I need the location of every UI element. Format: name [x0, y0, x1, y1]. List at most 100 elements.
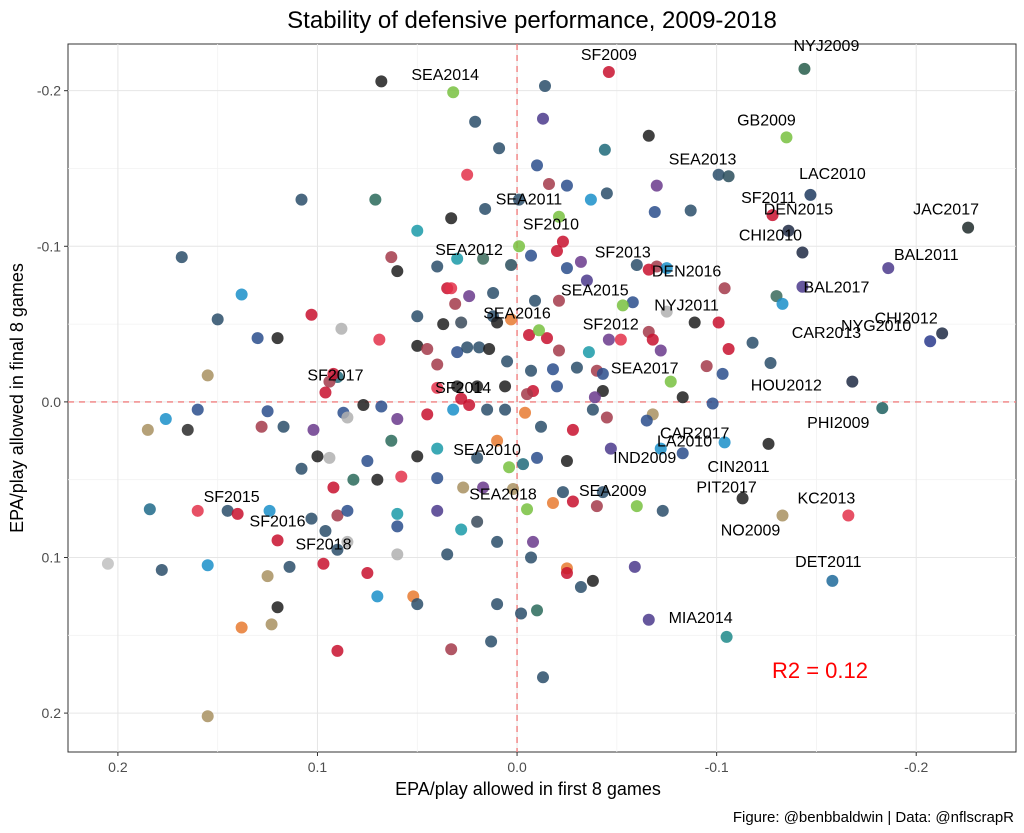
data-point	[155, 563, 168, 576]
labeled-data-point	[780, 131, 793, 144]
point-label: SEA2016	[483, 305, 551, 322]
data-point	[712, 168, 725, 181]
point-label: JAC2017	[913, 202, 979, 219]
data-point	[473, 341, 486, 354]
x-tick-label: -0.1	[705, 759, 729, 775]
data-point	[371, 590, 384, 603]
data-point	[449, 297, 462, 310]
data-point	[596, 367, 609, 380]
data-point	[648, 206, 661, 219]
data-point	[295, 193, 308, 206]
labeled-data-point	[718, 436, 731, 449]
point-label: NYG2010	[841, 318, 911, 335]
point-label: SEA2017	[611, 361, 679, 378]
data-point	[479, 202, 492, 215]
point-label: SF2010	[523, 217, 579, 234]
data-point	[391, 265, 404, 278]
data-point	[525, 364, 538, 377]
data-point	[640, 414, 653, 427]
data-point	[181, 423, 194, 436]
labeled-data-point	[602, 66, 615, 79]
data-point	[614, 333, 627, 346]
data-point	[523, 328, 536, 341]
point-label: BAL2017	[804, 280, 870, 297]
axis-ticks: 0.2 0.1 0.0 -0.1 -0.2 -0.2 -0.1 0.0 0.1 0.2	[37, 83, 929, 775]
point-label: SEA2012	[435, 242, 503, 259]
data-point	[722, 342, 735, 355]
data-point	[542, 178, 555, 191]
data-point	[391, 507, 404, 520]
data-point	[656, 504, 669, 517]
labeled-data-point	[317, 557, 330, 570]
point-label: CAR2017	[660, 426, 729, 443]
data-point	[546, 497, 559, 510]
chart-title: Stability of defensive performance, 2009…	[287, 7, 777, 34]
data-point	[560, 179, 573, 192]
data-point	[566, 423, 579, 436]
labeled-data-point	[736, 492, 749, 505]
point-label: SEA2009	[579, 483, 647, 500]
data-point	[305, 512, 318, 525]
data-point	[487, 286, 500, 299]
data-point	[535, 420, 548, 433]
data-point	[437, 318, 450, 331]
labeled-data-point	[654, 442, 667, 455]
y-tick-label: -0.1	[37, 238, 61, 254]
data-point	[574, 255, 587, 268]
data-point	[483, 342, 496, 355]
data-point	[491, 434, 504, 447]
data-point	[481, 403, 494, 416]
data-point	[538, 80, 551, 93]
y-tick-label: -0.2	[37, 83, 61, 99]
point-label: SF2009	[581, 47, 637, 64]
data-point	[604, 442, 617, 455]
labeled-data-point	[616, 299, 629, 312]
data-point	[451, 346, 464, 359]
data-point	[221, 504, 234, 517]
y-tick-label: 0.1	[42, 549, 62, 565]
labeled-data-point	[876, 402, 889, 415]
data-point	[277, 420, 290, 433]
data-point	[642, 613, 655, 626]
data-point	[602, 333, 615, 346]
data-point	[431, 381, 444, 394]
data-point	[560, 567, 573, 580]
data-point	[263, 504, 276, 517]
data-point	[660, 305, 673, 318]
data-point	[471, 515, 484, 528]
data-point	[445, 212, 458, 225]
point-labels: SF2009 NYJ2009 SEA2014 GB2009 SEA2013 LAC2010…	[204, 38, 979, 627]
point-label: LA2010	[657, 433, 712, 450]
data-point	[536, 671, 549, 684]
data-point	[491, 535, 504, 548]
labeled-data-point	[463, 399, 476, 412]
data-point	[499, 380, 512, 393]
data-point	[566, 495, 579, 508]
data-point	[654, 344, 667, 357]
data-point	[331, 509, 344, 522]
data-point	[515, 607, 528, 620]
data-point	[505, 313, 518, 326]
data-point	[201, 559, 214, 572]
data-points	[101, 62, 975, 723]
data-point	[546, 363, 559, 376]
data-point	[451, 380, 464, 393]
data-point	[141, 423, 154, 436]
data-point	[590, 500, 603, 513]
data-point	[283, 560, 296, 573]
data-point	[582, 346, 595, 359]
point-label: DEN2016	[652, 263, 721, 280]
data-point	[411, 450, 424, 463]
data-point	[499, 403, 512, 416]
data-point	[586, 403, 599, 416]
data-point	[327, 367, 340, 380]
labeled-data-point	[720, 630, 733, 643]
y-tick-label: 0.0	[42, 394, 62, 410]
data-point	[560, 262, 573, 275]
data-point	[447, 403, 460, 416]
point-label: NO2009	[721, 522, 781, 539]
data-point	[570, 361, 583, 374]
labeled-data-point	[319, 386, 332, 399]
labeled-data-point	[664, 375, 677, 388]
data-point	[519, 406, 532, 419]
